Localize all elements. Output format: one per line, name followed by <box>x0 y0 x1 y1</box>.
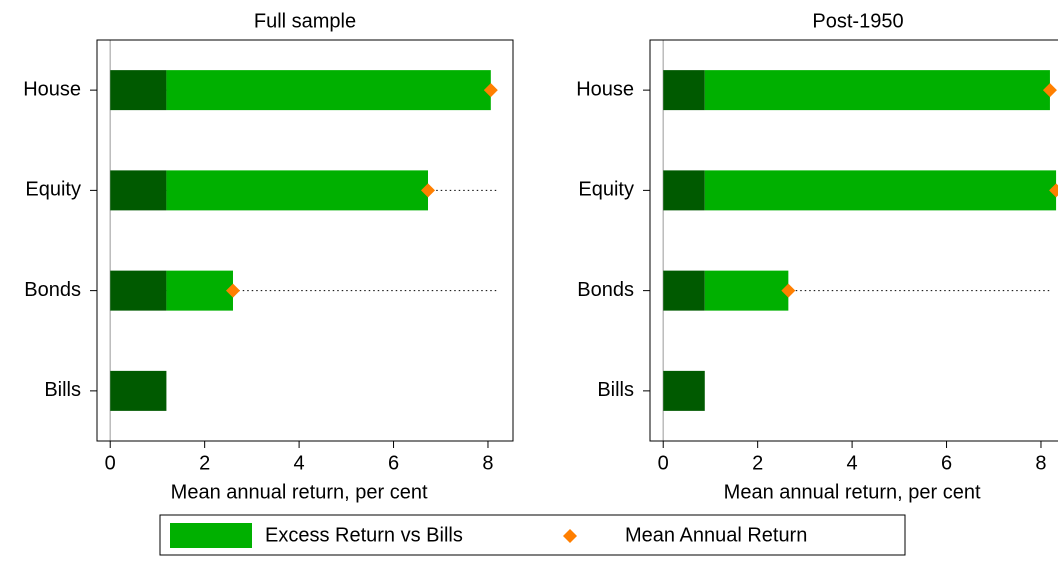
x-tick-label: 2 <box>199 452 210 474</box>
legend-box <box>159 514 906 556</box>
bar <box>110 170 167 211</box>
y-tick-label: Bills <box>597 379 634 401</box>
x-tick-label: 4 <box>294 452 305 474</box>
y-tick-label: Equity <box>25 179 81 201</box>
bar <box>663 370 705 411</box>
plot-frame <box>649 39 1058 442</box>
x-tick-label: 8 <box>1035 452 1046 474</box>
x-tick-label: 8 <box>482 452 493 474</box>
mean-marker <box>781 283 796 298</box>
y-tick-label: House <box>23 78 81 100</box>
bar <box>704 270 789 311</box>
legend-label: Excess Return vs Bills <box>265 524 463 546</box>
mean-marker <box>421 183 436 198</box>
x-axis-label: Mean annual return, per cent <box>724 481 981 503</box>
bar <box>663 70 705 111</box>
legend-swatch <box>170 523 252 548</box>
bar <box>166 70 491 111</box>
x-tick-label: 6 <box>388 452 399 474</box>
y-tick-label: House <box>576 78 634 100</box>
x-tick-label: 4 <box>847 452 858 474</box>
chart-title: Full sample <box>254 10 356 32</box>
x-axis-label: Mean annual return, per cent <box>171 481 428 503</box>
y-tick-label: Equity <box>578 179 634 201</box>
mean-marker <box>225 283 240 298</box>
mean-marker <box>1042 83 1057 98</box>
x-tick-label: 6 <box>941 452 952 474</box>
bar <box>110 370 167 411</box>
legend-marker <box>563 529 577 543</box>
y-tick-label: Bonds <box>577 279 634 301</box>
y-tick-label: Bonds <box>24 279 81 301</box>
plot-frame <box>96 39 514 442</box>
chart-title: Post-1950 <box>812 10 903 32</box>
mean-marker <box>483 83 498 98</box>
bar <box>663 270 705 311</box>
bar <box>110 70 167 111</box>
y-tick-label: Bills <box>44 379 81 401</box>
x-tick-label: 0 <box>658 452 669 474</box>
bar <box>166 270 233 311</box>
bar <box>704 170 1057 211</box>
mean-marker <box>1049 183 1058 198</box>
x-tick-label: 2 <box>752 452 763 474</box>
x-tick-label: 0 <box>105 452 116 474</box>
bar <box>663 170 705 211</box>
bar <box>704 70 1050 111</box>
bar <box>166 170 429 211</box>
legend-label: Mean Annual Return <box>625 524 807 546</box>
bar <box>110 270 167 311</box>
